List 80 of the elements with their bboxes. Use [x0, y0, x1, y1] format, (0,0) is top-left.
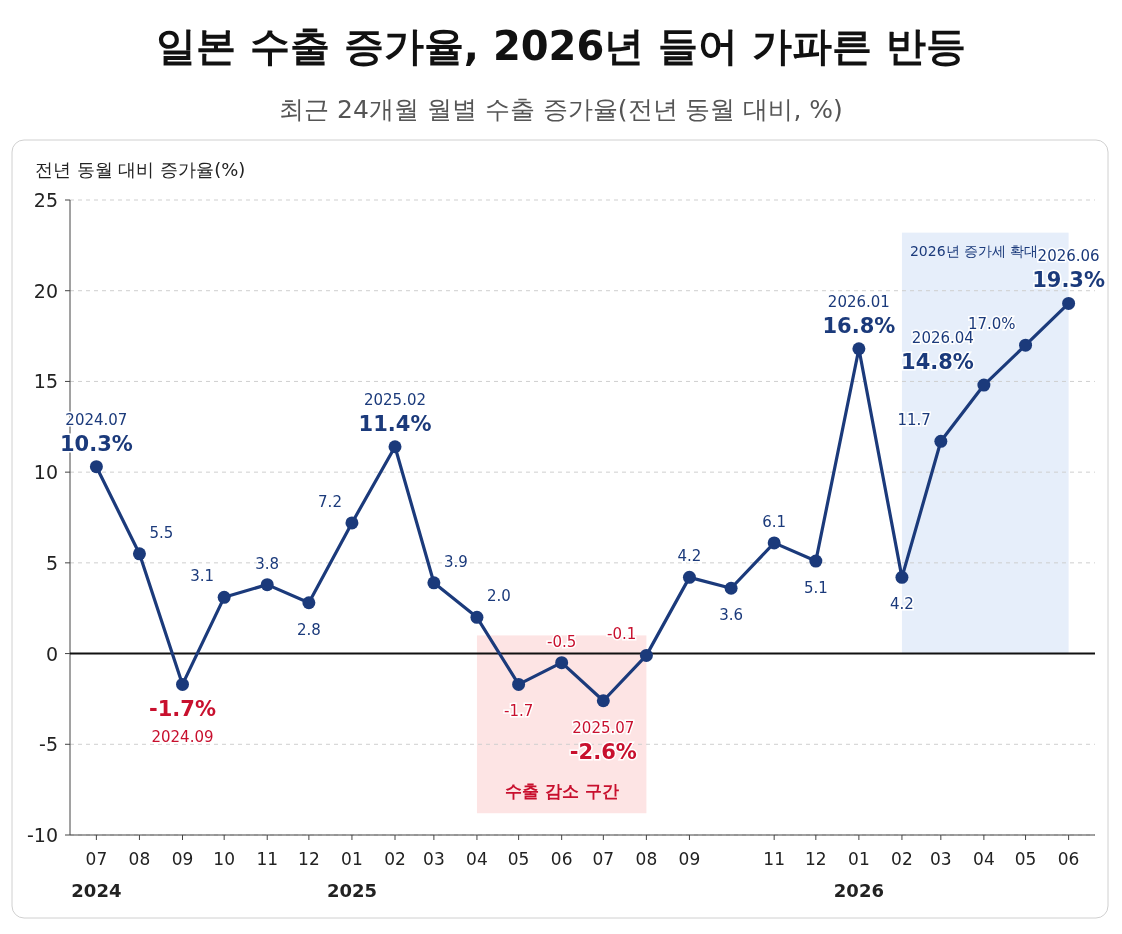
data-label: 4.2 — [890, 595, 914, 614]
data-label: 2026.01 16.8% — [822, 292, 896, 338]
x-tick-label: 02 — [891, 849, 913, 869]
data-label: 3.6 — [719, 606, 744, 625]
point — [260, 578, 274, 592]
y-tick-label: 10 — [33, 461, 58, 484]
y-tick-label: -10 — [26, 824, 58, 846]
point — [639, 648, 653, 662]
y-axis-title: 전년 동월 대비 증가율(%) — [35, 159, 246, 180]
y-tick-label: -5 — [39, 733, 58, 756]
point — [512, 677, 526, 691]
x-tick-label: 11 — [763, 849, 785, 869]
data-label: -1.7 — [503, 702, 534, 721]
x-tick-label: 04 — [466, 849, 488, 869]
point — [1062, 296, 1076, 310]
x-tick-label: 05 — [507, 849, 530, 869]
y-tick-label: 20 — [33, 279, 58, 302]
data-label: 4.2 — [677, 547, 702, 566]
point — [724, 581, 738, 595]
x-tick-label: 09 — [678, 849, 701, 869]
point — [934, 434, 948, 448]
data-label: 6.1 — [762, 512, 787, 531]
data-label: 2.8 — [296, 620, 321, 639]
point — [555, 656, 569, 670]
data-label: 3.8 — [255, 554, 280, 573]
point — [977, 378, 991, 392]
data-label: 3.9 — [443, 552, 468, 571]
x-tick-label: 08 — [128, 849, 151, 869]
point — [1019, 338, 1033, 352]
x-tick-label: 08 — [635, 849, 658, 869]
point — [217, 590, 231, 604]
x-tick-label: 12 — [805, 849, 827, 869]
x-tick-label: 06 — [550, 849, 573, 869]
y-tick-label: 0 — [45, 642, 58, 665]
x-tick-label: 11 — [256, 849, 279, 869]
x-tick-label: 03 — [930, 849, 952, 869]
y-tick-label: 5 — [45, 551, 58, 574]
x-tick-label: 04 — [973, 849, 995, 869]
data-label: -0.1 — [607, 625, 637, 644]
point — [767, 536, 781, 550]
point — [427, 576, 441, 590]
point — [470, 610, 484, 624]
x-tick-label: 10 — [213, 849, 235, 869]
band-label: 수출 감소 구간 — [504, 781, 619, 802]
x-tick-label: 03 — [423, 849, 445, 869]
chart-title: 일본 수출 증가율, 2026년 들어 가파른 반등 — [155, 23, 967, 69]
point — [388, 440, 402, 454]
point — [176, 677, 189, 691]
chart-subtitle: 최근 24개월 월별 수출 증가율(전년 동월 대비, %) — [279, 95, 843, 124]
point — [809, 554, 823, 568]
data-label: 3.1 — [190, 567, 215, 586]
data-label: -0.5 — [547, 632, 577, 651]
data-label: 5.5 — [149, 523, 174, 542]
point — [89, 460, 103, 474]
data-label: 5.1 — [803, 579, 828, 598]
point — [852, 342, 866, 356]
point — [345, 516, 359, 530]
y-tick-label: 15 — [33, 370, 58, 393]
x-tick-label: 01 2026 — [833, 849, 884, 901]
point — [895, 570, 909, 584]
data-label: 11.7 — [897, 411, 931, 430]
x-tick-label: 05 — [1014, 849, 1037, 869]
y-tick-label: 25 — [33, 189, 58, 211]
x-tick-label: 02 — [384, 849, 406, 869]
data-label: 2025.02 11.4% — [358, 390, 432, 436]
x-tick-label: 06 — [1057, 849, 1080, 869]
x-tick-label: 12 — [298, 849, 320, 869]
x-tick-label: 01 2025 — [326, 849, 377, 901]
point — [132, 547, 146, 561]
data-label: 7.2 — [318, 492, 342, 511]
point — [302, 596, 316, 610]
x-tick-label: 09 — [171, 849, 194, 869]
x-tick-label: 07 — [592, 849, 615, 869]
x-tick-label: 07 2024 — [71, 849, 122, 901]
point — [596, 694, 610, 708]
point — [682, 570, 696, 584]
data-label: -1.7% 2024.09 — [149, 697, 216, 747]
data-label: 2024.07 10.3% — [59, 410, 133, 456]
data-label: 2.0 — [486, 587, 511, 606]
data-label: 2025.07 -2.6% — [569, 718, 637, 764]
